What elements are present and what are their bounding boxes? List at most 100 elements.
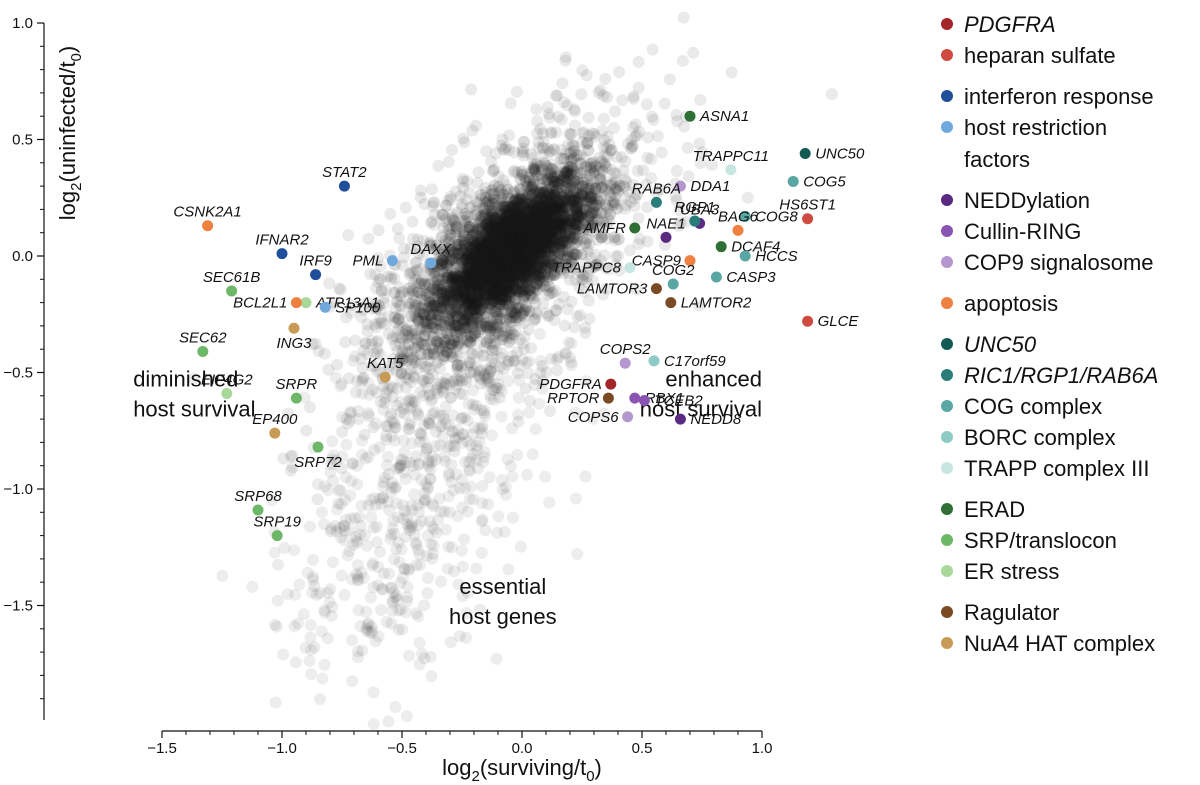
background-gene-point — [568, 237, 581, 250]
background-gene-point — [452, 336, 465, 349]
background-gene-point — [540, 191, 553, 204]
background-gene-point — [459, 230, 471, 243]
background-gene-point — [399, 201, 412, 214]
legend-swatch — [941, 400, 953, 412]
background-gene-point — [507, 205, 520, 218]
background-gene-point — [539, 211, 552, 224]
background-gene-point — [492, 242, 505, 255]
background-gene-point — [520, 192, 533, 205]
background-gene-point — [531, 188, 544, 200]
background-gene-point — [494, 267, 507, 280]
background-gene-point — [566, 177, 579, 190]
background-gene-point — [362, 232, 375, 245]
background-gene-point — [497, 260, 510, 273]
background-gene-point — [548, 265, 561, 278]
legend-label: UNC50 — [964, 332, 1037, 357]
background-gene-point — [544, 145, 557, 158]
background-gene-point — [503, 312, 516, 325]
background-gene-point — [324, 583, 337, 596]
background-gene-point — [444, 636, 457, 649]
background-gene-point — [505, 228, 517, 240]
background-gene-point — [518, 197, 531, 210]
background-gene-point — [457, 229, 470, 242]
background-gene-point — [478, 244, 491, 257]
background-gene-point — [305, 643, 318, 656]
background-gene-point — [539, 268, 552, 281]
background-gene-point — [495, 223, 508, 236]
background-gene-point — [472, 235, 485, 247]
background-gene-point — [527, 292, 540, 305]
background-gene-point — [505, 232, 518, 245]
background-gene-point — [448, 285, 461, 298]
background-gene-point — [508, 243, 521, 256]
background-gene-point — [462, 307, 475, 320]
background-gene-point — [511, 232, 524, 245]
background-gene-point — [570, 217, 582, 230]
background-gene-point — [529, 185, 542, 198]
background-gene-point — [292, 617, 304, 630]
background-gene-point — [482, 238, 495, 251]
background-gene-point — [535, 192, 548, 205]
background-gene-point — [459, 277, 472, 290]
background-gene-point — [536, 172, 549, 185]
background-gene-point — [471, 249, 484, 262]
background-gene-point — [412, 314, 425, 327]
background-gene-point — [492, 225, 505, 238]
background-gene-point — [457, 322, 470, 334]
background-gene-point — [503, 230, 515, 243]
background-gene-point — [380, 615, 393, 628]
background-gene-point — [516, 205, 529, 218]
background-gene-point — [305, 668, 318, 681]
background-gene-point — [533, 270, 546, 283]
background-gene-point — [333, 282, 346, 295]
background-gene-point — [483, 217, 496, 229]
background-gene-point — [456, 256, 468, 269]
background-gene-point — [559, 192, 571, 205]
background-gene-point — [547, 211, 560, 224]
background-gene-point — [339, 336, 352, 349]
background-gene-point — [559, 217, 572, 230]
background-gene-point — [440, 345, 453, 358]
background-gene-point — [487, 295, 500, 308]
background-gene-point — [533, 238, 546, 251]
legend-label: Cullin-RING — [964, 219, 1081, 244]
background-gene-point — [392, 313, 405, 326]
background-gene-point — [420, 324, 433, 337]
background-gene-point — [519, 246, 531, 259]
background-gene-point — [542, 231, 554, 244]
background-gene-point — [535, 243, 548, 256]
background-gene-point — [427, 348, 440, 360]
background-gene-point — [469, 326, 482, 339]
background-gene-point — [509, 282, 522, 295]
background-gene-point — [494, 226, 507, 239]
background-gene-point — [609, 183, 622, 196]
background-gene-point — [484, 223, 497, 236]
background-gene-point — [507, 219, 520, 232]
background-gene-point — [456, 473, 469, 486]
background-gene-point — [281, 588, 294, 601]
gene-marker — [689, 215, 701, 227]
background-gene-point — [549, 217, 562, 230]
background-gene-point — [414, 427, 427, 440]
background-gene-point — [494, 238, 506, 251]
background-gene-point — [478, 250, 491, 263]
background-gene-point — [515, 257, 528, 270]
background-gene-point — [520, 266, 533, 279]
background-gene-point — [542, 224, 555, 237]
background-gene-point — [527, 250, 539, 263]
background-gene-point — [544, 224, 557, 237]
background-gene-point — [511, 268, 524, 281]
background-gene-point — [421, 572, 434, 584]
background-gene-point — [471, 223, 484, 236]
background-gene-point — [496, 249, 509, 262]
background-gene-point — [482, 277, 495, 289]
background-gene-point — [517, 293, 530, 305]
background-gene-point — [513, 236, 526, 249]
background-gene-point — [473, 242, 486, 255]
background-gene-point — [532, 209, 545, 222]
background-gene-point — [547, 259, 560, 272]
background-gene-point — [530, 196, 543, 209]
background-gene-point — [468, 273, 481, 286]
background-gene-point — [440, 288, 453, 301]
background-gene-point — [510, 202, 523, 215]
